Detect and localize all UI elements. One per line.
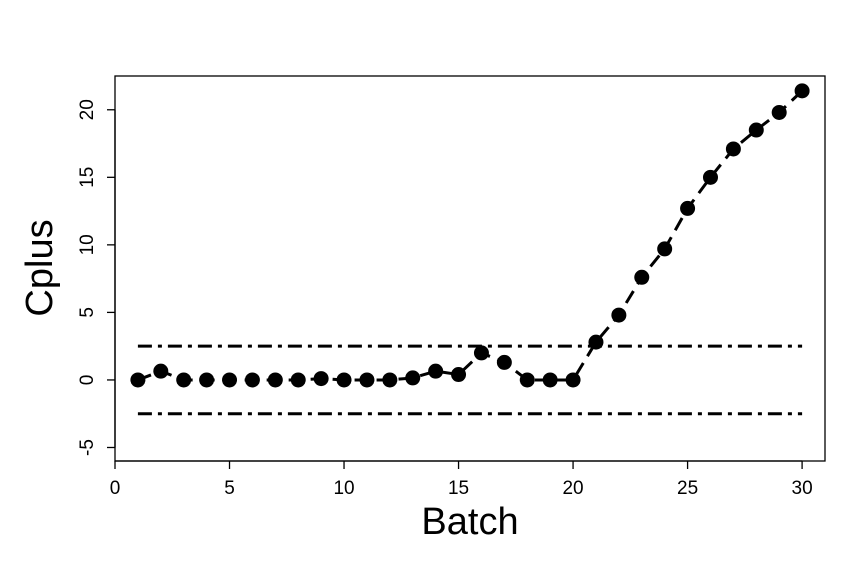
x-tick-label: 0 xyxy=(110,478,121,499)
data-point-4 xyxy=(199,372,215,388)
data-point-8 xyxy=(290,372,306,388)
data-point-27 xyxy=(725,141,741,157)
data-point-11 xyxy=(359,372,375,388)
data-point-2 xyxy=(153,363,169,379)
data-point-30 xyxy=(794,83,810,99)
data-point-14 xyxy=(428,363,444,379)
y-axis-title: Cplus xyxy=(19,219,61,316)
data-point-17 xyxy=(496,354,512,370)
data-point-20 xyxy=(565,372,581,388)
data-point-29 xyxy=(771,104,787,120)
data-point-12 xyxy=(382,372,398,388)
x-tick-label: 25 xyxy=(677,478,698,499)
x-tick-label: 5 xyxy=(224,478,235,499)
series-group xyxy=(130,83,810,388)
y-tick-label: 5 xyxy=(77,307,98,318)
x-tick-label: 30 xyxy=(792,478,813,499)
x-tick-label: 10 xyxy=(333,478,354,499)
reference-lines xyxy=(137,344,803,416)
series-line xyxy=(137,89,804,382)
y-tick-label: 20 xyxy=(77,99,98,120)
data-point-28 xyxy=(748,122,764,138)
data-point-23 xyxy=(634,269,650,285)
data-point-22 xyxy=(611,307,627,323)
data-point-25 xyxy=(680,200,696,216)
data-point-24 xyxy=(657,241,673,257)
data-point-19 xyxy=(542,372,558,388)
y-tick-label: 10 xyxy=(77,234,98,255)
data-point-21 xyxy=(588,334,604,350)
x-tick-label: 15 xyxy=(448,478,469,499)
data-point-5 xyxy=(222,372,238,388)
data-point-15 xyxy=(451,367,467,383)
x-tick-label: 20 xyxy=(562,478,583,499)
x-axis: 0 5 10 15 20 25 30 xyxy=(110,460,813,499)
data-point-16 xyxy=(473,345,489,361)
data-point-1 xyxy=(130,372,146,388)
data-point-9 xyxy=(313,371,329,387)
y-tick-label: 15 xyxy=(77,167,98,188)
x-axis-title: Batch xyxy=(421,501,518,543)
data-point-18 xyxy=(519,372,535,388)
data-point-10 xyxy=(336,372,352,388)
data-point-26 xyxy=(702,169,718,185)
plot-frame xyxy=(114,75,826,462)
data-point-13 xyxy=(405,370,421,386)
y-axis: -5 0 5 10 15 20 xyxy=(77,99,116,456)
y-tick-label: 0 xyxy=(77,375,98,386)
data-point-3 xyxy=(176,372,192,388)
data-point-6 xyxy=(244,372,260,388)
y-tick-label: -5 xyxy=(77,439,98,456)
data-point-7 xyxy=(267,372,283,388)
